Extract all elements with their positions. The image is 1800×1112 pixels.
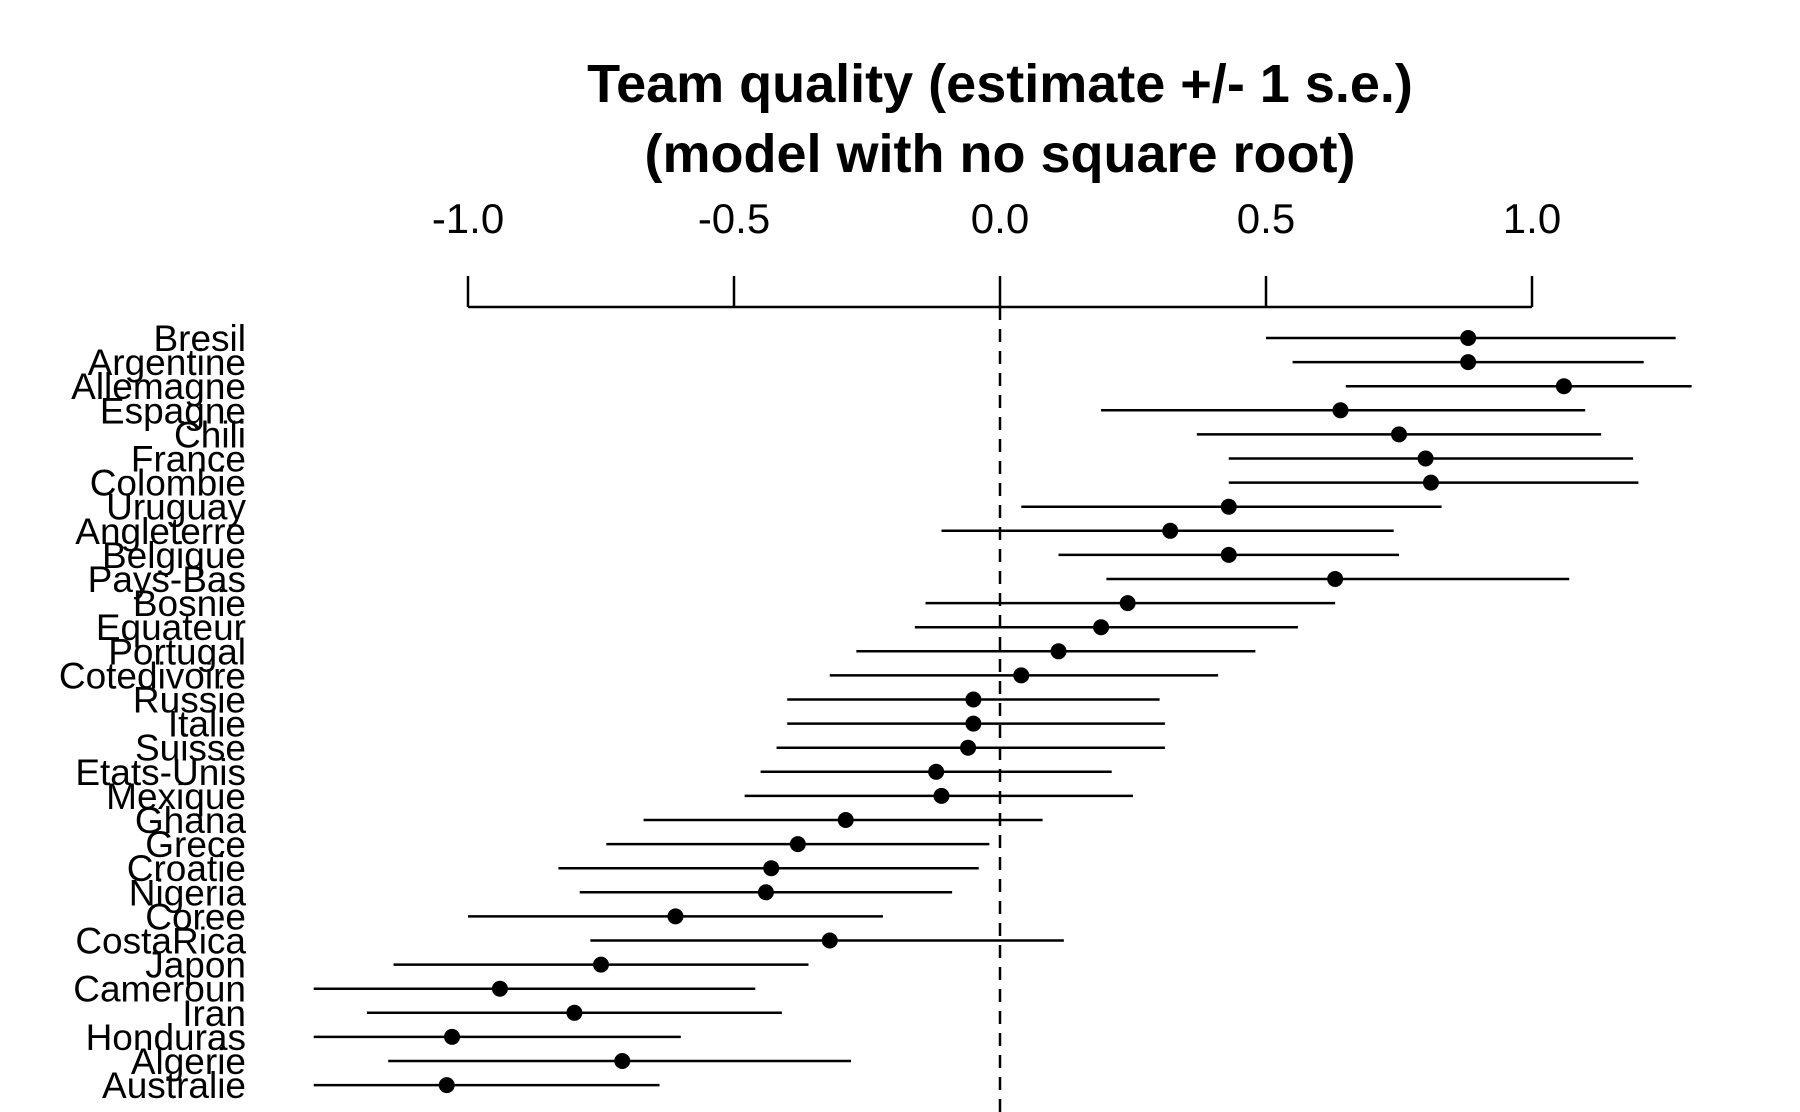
estimate-point (1220, 546, 1237, 563)
team-label: Pays-Bas (88, 559, 246, 600)
estimate-point (593, 956, 609, 973)
chart-title-line-2: (model with no square root) (645, 124, 1356, 184)
estimate-point (1093, 619, 1110, 636)
estimate-point (444, 1028, 461, 1045)
team-label: Cotedivoire (59, 655, 246, 696)
x-tick-label: -1.0 (432, 195, 504, 242)
team-label: Uruguay (106, 487, 246, 528)
estimate-point (614, 1053, 631, 1069)
estimate-point (566, 1004, 583, 1021)
estimate-point (837, 812, 854, 828)
chart-title-line-1: Team quality (estimate +/- 1 s.e.) (587, 54, 1413, 114)
team-label: Belgique (102, 535, 246, 576)
x-tick-label: 0.5 (1237, 195, 1295, 242)
error-bars (313, 336, 1692, 1087)
team-label: Suisse (135, 728, 246, 769)
estimate-point (1327, 571, 1344, 587)
team-labels: BresilArgentineAllemagneEspagneChiliFran… (59, 318, 247, 1106)
team-label: CostaRica (75, 921, 246, 962)
x-tick-label: 1.0 (1503, 195, 1561, 242)
x-axis: -1.0 -0.5 0.0 0.5 1.0 (432, 195, 1561, 309)
team-label: France (131, 439, 246, 480)
estimate-point (1332, 402, 1349, 419)
team-label: Cameroun (73, 969, 246, 1010)
team-label: Iran (182, 993, 246, 1034)
estimate-point (1220, 498, 1237, 515)
team-label: Mexique (106, 776, 246, 817)
estimate-point (933, 787, 950, 804)
estimate-point (965, 715, 982, 732)
team-label: Japon (145, 945, 246, 986)
team-label: Croatie (127, 848, 246, 889)
estimate-point (789, 836, 806, 853)
team-label: Espagne (100, 390, 246, 431)
team-label: Colombie (90, 463, 246, 504)
estimate-point (757, 884, 774, 901)
estimate-point (1162, 522, 1179, 539)
estimate-point (1460, 330, 1477, 346)
team-label: Bresil (153, 318, 246, 359)
estimate-point (491, 980, 508, 997)
team-label: Australie (102, 1065, 246, 1106)
team-label: Ghana (135, 800, 247, 841)
estimate-point (763, 860, 780, 877)
team-label: Angleterre (75, 511, 246, 552)
estimate-point (1555, 378, 1572, 395)
team-label: Chili (174, 414, 246, 455)
estimate-point (1050, 643, 1067, 660)
estimate-point (960, 739, 977, 756)
team-label: Algerie (131, 1041, 246, 1082)
estimate-point (1013, 667, 1030, 684)
estimate-point (1391, 426, 1407, 443)
estimate-point (1417, 450, 1434, 467)
estimate-point (1119, 595, 1136, 612)
estimate-point (1422, 474, 1439, 491)
team-label: Honduras (86, 1017, 246, 1058)
estimate-point (821, 932, 838, 949)
team-label: Grece (145, 824, 246, 865)
team-label: Nigeria (129, 872, 247, 913)
estimate-point (928, 763, 945, 780)
estimate-point (1460, 354, 1477, 371)
estimate-point (667, 908, 684, 925)
team-label: Argentine (88, 342, 246, 383)
team-label: Bosnie (133, 583, 246, 624)
team-label: Coree (145, 896, 246, 937)
estimate-points (438, 330, 1572, 1094)
team-label: Etats-Unis (75, 752, 246, 793)
x-tick-label: -0.5 (698, 195, 770, 242)
estimate-point (438, 1077, 455, 1094)
team-label: Equateur (96, 607, 246, 648)
x-tick-label: 0.0 (971, 195, 1029, 242)
team-label: Portugal (108, 631, 246, 672)
team-label: Russie (133, 680, 246, 721)
team-label: Allemagne (71, 366, 246, 407)
estimate-point (965, 691, 982, 708)
team-label: Italie (168, 704, 246, 745)
